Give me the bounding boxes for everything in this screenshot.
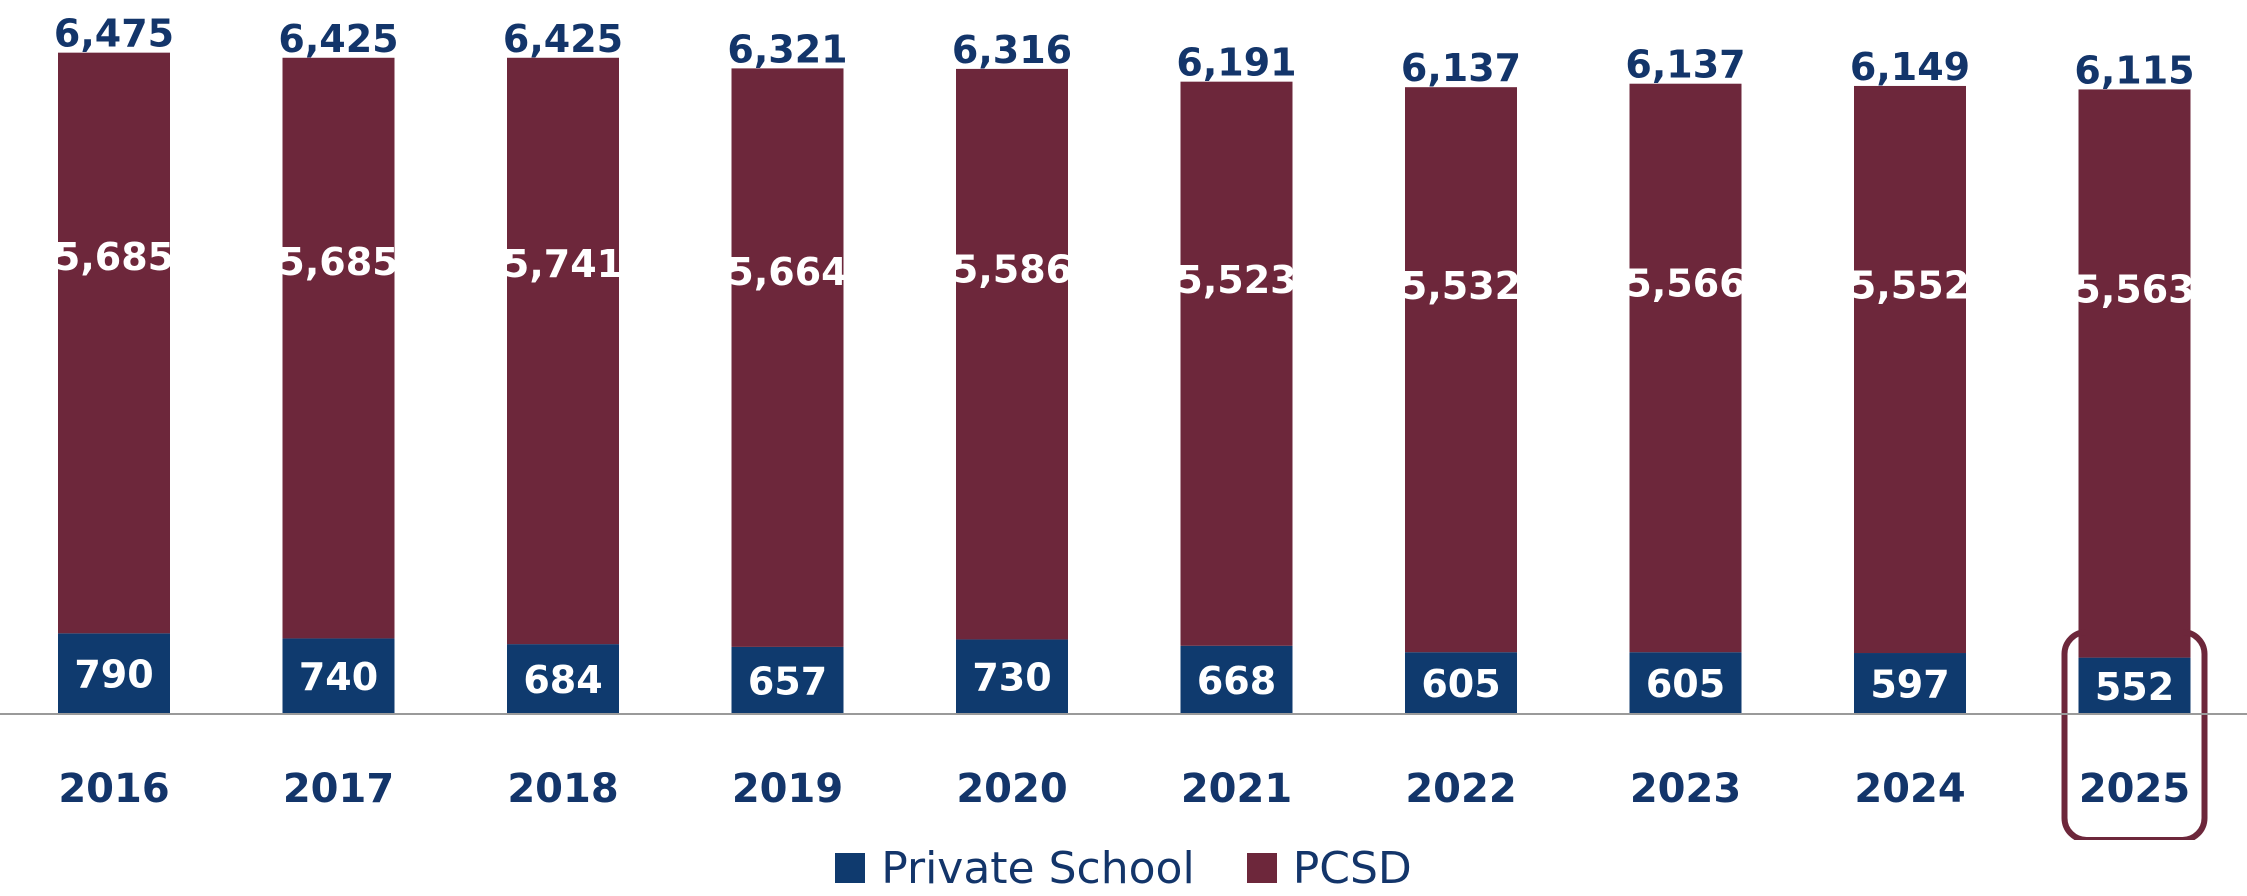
data-label-pcsd-2024: 5,552	[1850, 263, 1970, 307]
x-tick-label-2018: 2018	[507, 766, 618, 812]
bar-private-school-2024	[1854, 653, 1966, 714]
data-label-pcsd-2020: 5,586	[952, 248, 1072, 292]
bar-pcsd-2018	[507, 57, 619, 645]
total-label-2021: 6,191	[1176, 41, 1296, 85]
legend-item-pcsd: PCSD	[1246, 842, 1412, 894]
bar-pcsd-2022	[1405, 87, 1517, 653]
legend-item-private-school: Private School	[835, 842, 1195, 894]
bar-pcsd-2024	[1854, 85, 1966, 654]
total-label-2024: 6,149	[1850, 45, 1970, 89]
bar-pcsd-2021	[1180, 81, 1293, 646]
data-label-pcsd-2025: 5,563	[2074, 267, 2194, 311]
legend-label-private-school: Private School	[881, 842, 1195, 894]
stacked-bar-chart: 790 5,685 6,475 2016 740 5,685 6,425 2017 684 5,7…	[0, 12, 2247, 840]
bar-pcsd-2023	[1629, 83, 1742, 653]
x-tick-label-2017: 2017	[283, 766, 394, 812]
total-label-2017: 6,425	[278, 17, 398, 61]
bar-private-school-2022	[1405, 652, 1517, 714]
total-label-2023: 6,137	[1625, 43, 1745, 87]
data-label-pcsd-2017: 5,685	[278, 240, 398, 284]
data-label-private-school-2016: 790	[74, 653, 153, 697]
legend-swatch-private-school	[835, 853, 866, 883]
data-label-pcsd-2022: 5,532	[1401, 264, 1521, 308]
bar-private-school-2018	[507, 644, 619, 714]
data-label-pcsd-2023: 5,566	[1625, 262, 1745, 306]
bar-pcsd-2020	[956, 68, 1068, 640]
bar-pcsd-2017	[282, 57, 395, 639]
bar-private-school-2023	[1629, 652, 1742, 714]
data-label-private-school-2022: 605	[1421, 662, 1500, 706]
bar-private-school-2016	[58, 633, 170, 714]
bar-private-school-2019	[731, 646, 844, 714]
total-label-2020: 6,316	[952, 28, 1072, 72]
highlight-box-2025	[2061, 629, 2208, 840]
bar-pcsd-2025	[2078, 89, 2191, 658]
x-tick-label-2024: 2024	[1854, 766, 1965, 812]
total-label-2019: 6,321	[727, 27, 847, 71]
legend-label-pcsd: PCSD	[1292, 842, 1412, 894]
x-tick-label-2022: 2022	[1405, 766, 1516, 812]
bar-private-school-2020	[956, 639, 1068, 714]
data-label-pcsd-2019: 5,664	[727, 250, 847, 294]
data-label-private-school-2017: 740	[299, 655, 378, 699]
total-label-2022: 6,137	[1401, 46, 1521, 90]
x-tick-label-2021: 2021	[1181, 766, 1292, 812]
bar-private-school-2025	[2078, 657, 2191, 714]
legend-swatch-pcsd	[1246, 853, 1277, 883]
total-label-2025: 6,115	[2074, 48, 2194, 92]
data-label-private-school-2018: 684	[523, 658, 602, 702]
bar-private-school-2021	[1180, 645, 1293, 714]
data-label-pcsd-2016: 5,685	[54, 235, 174, 279]
x-tick-label-2020: 2020	[956, 766, 1067, 812]
data-label-private-school-2019: 657	[748, 659, 827, 703]
bar-private-school-2017	[282, 638, 395, 714]
total-label-2016: 6,475	[54, 12, 174, 56]
data-label-private-school-2021: 668	[1197, 659, 1276, 703]
data-label-private-school-2024: 597	[1870, 663, 1949, 707]
x-tick-label-2023: 2023	[1630, 766, 1741, 812]
data-label-private-school-2025: 552	[2095, 665, 2174, 709]
x-tick-label-2025: 2025	[2079, 766, 2190, 812]
x-tick-label-2019: 2019	[732, 766, 843, 812]
data-label-private-school-2020: 730	[972, 656, 1051, 700]
data-label-pcsd-2021: 5,523	[1176, 258, 1296, 302]
data-label-pcsd-2018: 5,741	[503, 242, 623, 286]
bar-pcsd-2019	[731, 68, 844, 647]
chart-legend: Private School PCSD	[0, 840, 2247, 896]
total-label-2018: 6,425	[503, 17, 623, 61]
data-label-private-school-2023: 605	[1646, 662, 1725, 706]
x-tick-label-2016: 2016	[58, 766, 169, 812]
bar-pcsd-2016	[58, 52, 170, 634]
